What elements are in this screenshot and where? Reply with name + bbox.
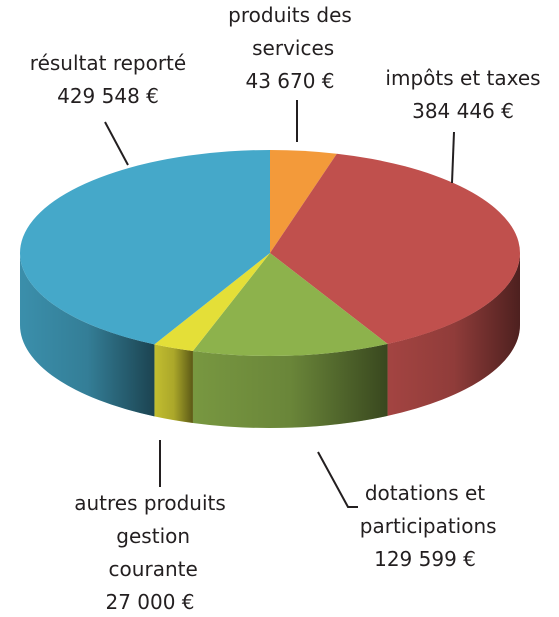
pie-sides (20, 253, 520, 428)
side-shade (20, 253, 155, 417)
side-shade (387, 253, 520, 416)
value-label: 384 446 € (412, 99, 514, 123)
pie-slice (270, 150, 337, 253)
category-label: autres produits gestion courante (74, 491, 226, 581)
value-label: 429 548 € (57, 84, 159, 108)
value-label: 43 670 € (245, 69, 334, 93)
side-shade (192, 343, 388, 428)
value-label: 129 599 € (374, 547, 476, 571)
pie-slice (270, 153, 520, 344)
value-label: 27 000 € (105, 590, 194, 614)
side-shade (154, 344, 193, 423)
pie-slice (192, 253, 388, 357)
pie-slice (19, 150, 271, 345)
leader-line (317, 451, 358, 508)
pie-slice (154, 253, 270, 351)
category-label: produits des services (228, 3, 352, 60)
labels: produits des services 43 670 € impôts et t… (30, 3, 541, 614)
leader-line (451, 131, 455, 184)
category-label: impôts et taxes (385, 66, 540, 90)
category-label: dotations et participations (353, 481, 496, 538)
category-label: résultat reporté (30, 51, 186, 75)
pie-tops (19, 150, 520, 357)
leader-line (104, 121, 129, 166)
